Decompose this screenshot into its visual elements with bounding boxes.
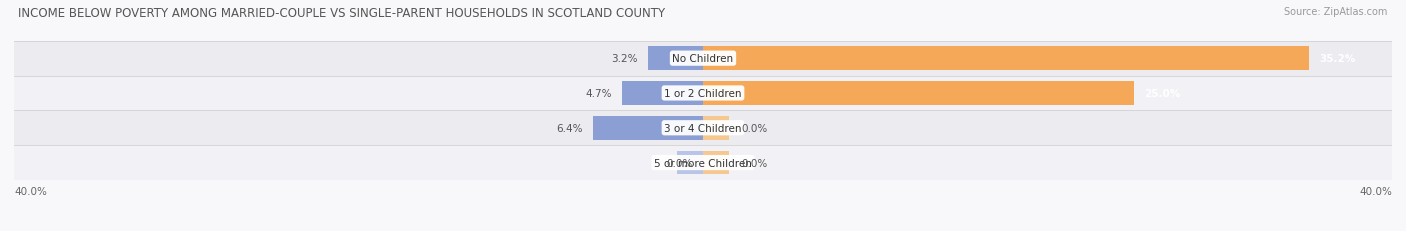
Bar: [621, 82, 703, 105]
Text: No Children: No Children: [672, 54, 734, 64]
Bar: [14, 42, 1392, 76]
Text: 6.4%: 6.4%: [555, 123, 582, 133]
Text: 1 or 2 Children: 1 or 2 Children: [664, 88, 742, 99]
Text: 35.2%: 35.2%: [1320, 54, 1355, 64]
Text: INCOME BELOW POVERTY AMONG MARRIED-COUPLE VS SINGLE-PARENT HOUSEHOLDS IN SCOTLAN: INCOME BELOW POVERTY AMONG MARRIED-COUPL…: [18, 7, 665, 20]
Bar: [703, 47, 1309, 71]
Bar: [703, 82, 1133, 105]
Text: 25.0%: 25.0%: [1144, 88, 1180, 99]
Text: 40.0%: 40.0%: [1360, 186, 1392, 196]
Bar: [703, 116, 728, 140]
Text: Source: ZipAtlas.com: Source: ZipAtlas.com: [1284, 7, 1388, 17]
Text: 5 or more Children: 5 or more Children: [654, 158, 752, 168]
Bar: [14, 76, 1392, 111]
Bar: [648, 47, 703, 71]
Text: 4.7%: 4.7%: [585, 88, 612, 99]
Text: 3.2%: 3.2%: [612, 54, 637, 64]
Bar: [14, 146, 1392, 180]
Text: 40.0%: 40.0%: [14, 186, 46, 196]
Bar: [703, 151, 728, 175]
Text: 0.0%: 0.0%: [666, 158, 693, 168]
Bar: [678, 151, 703, 175]
Bar: [14, 111, 1392, 146]
Text: 0.0%: 0.0%: [741, 123, 768, 133]
Text: 3 or 4 Children: 3 or 4 Children: [664, 123, 742, 133]
Bar: [593, 116, 703, 140]
Text: 0.0%: 0.0%: [741, 158, 768, 168]
